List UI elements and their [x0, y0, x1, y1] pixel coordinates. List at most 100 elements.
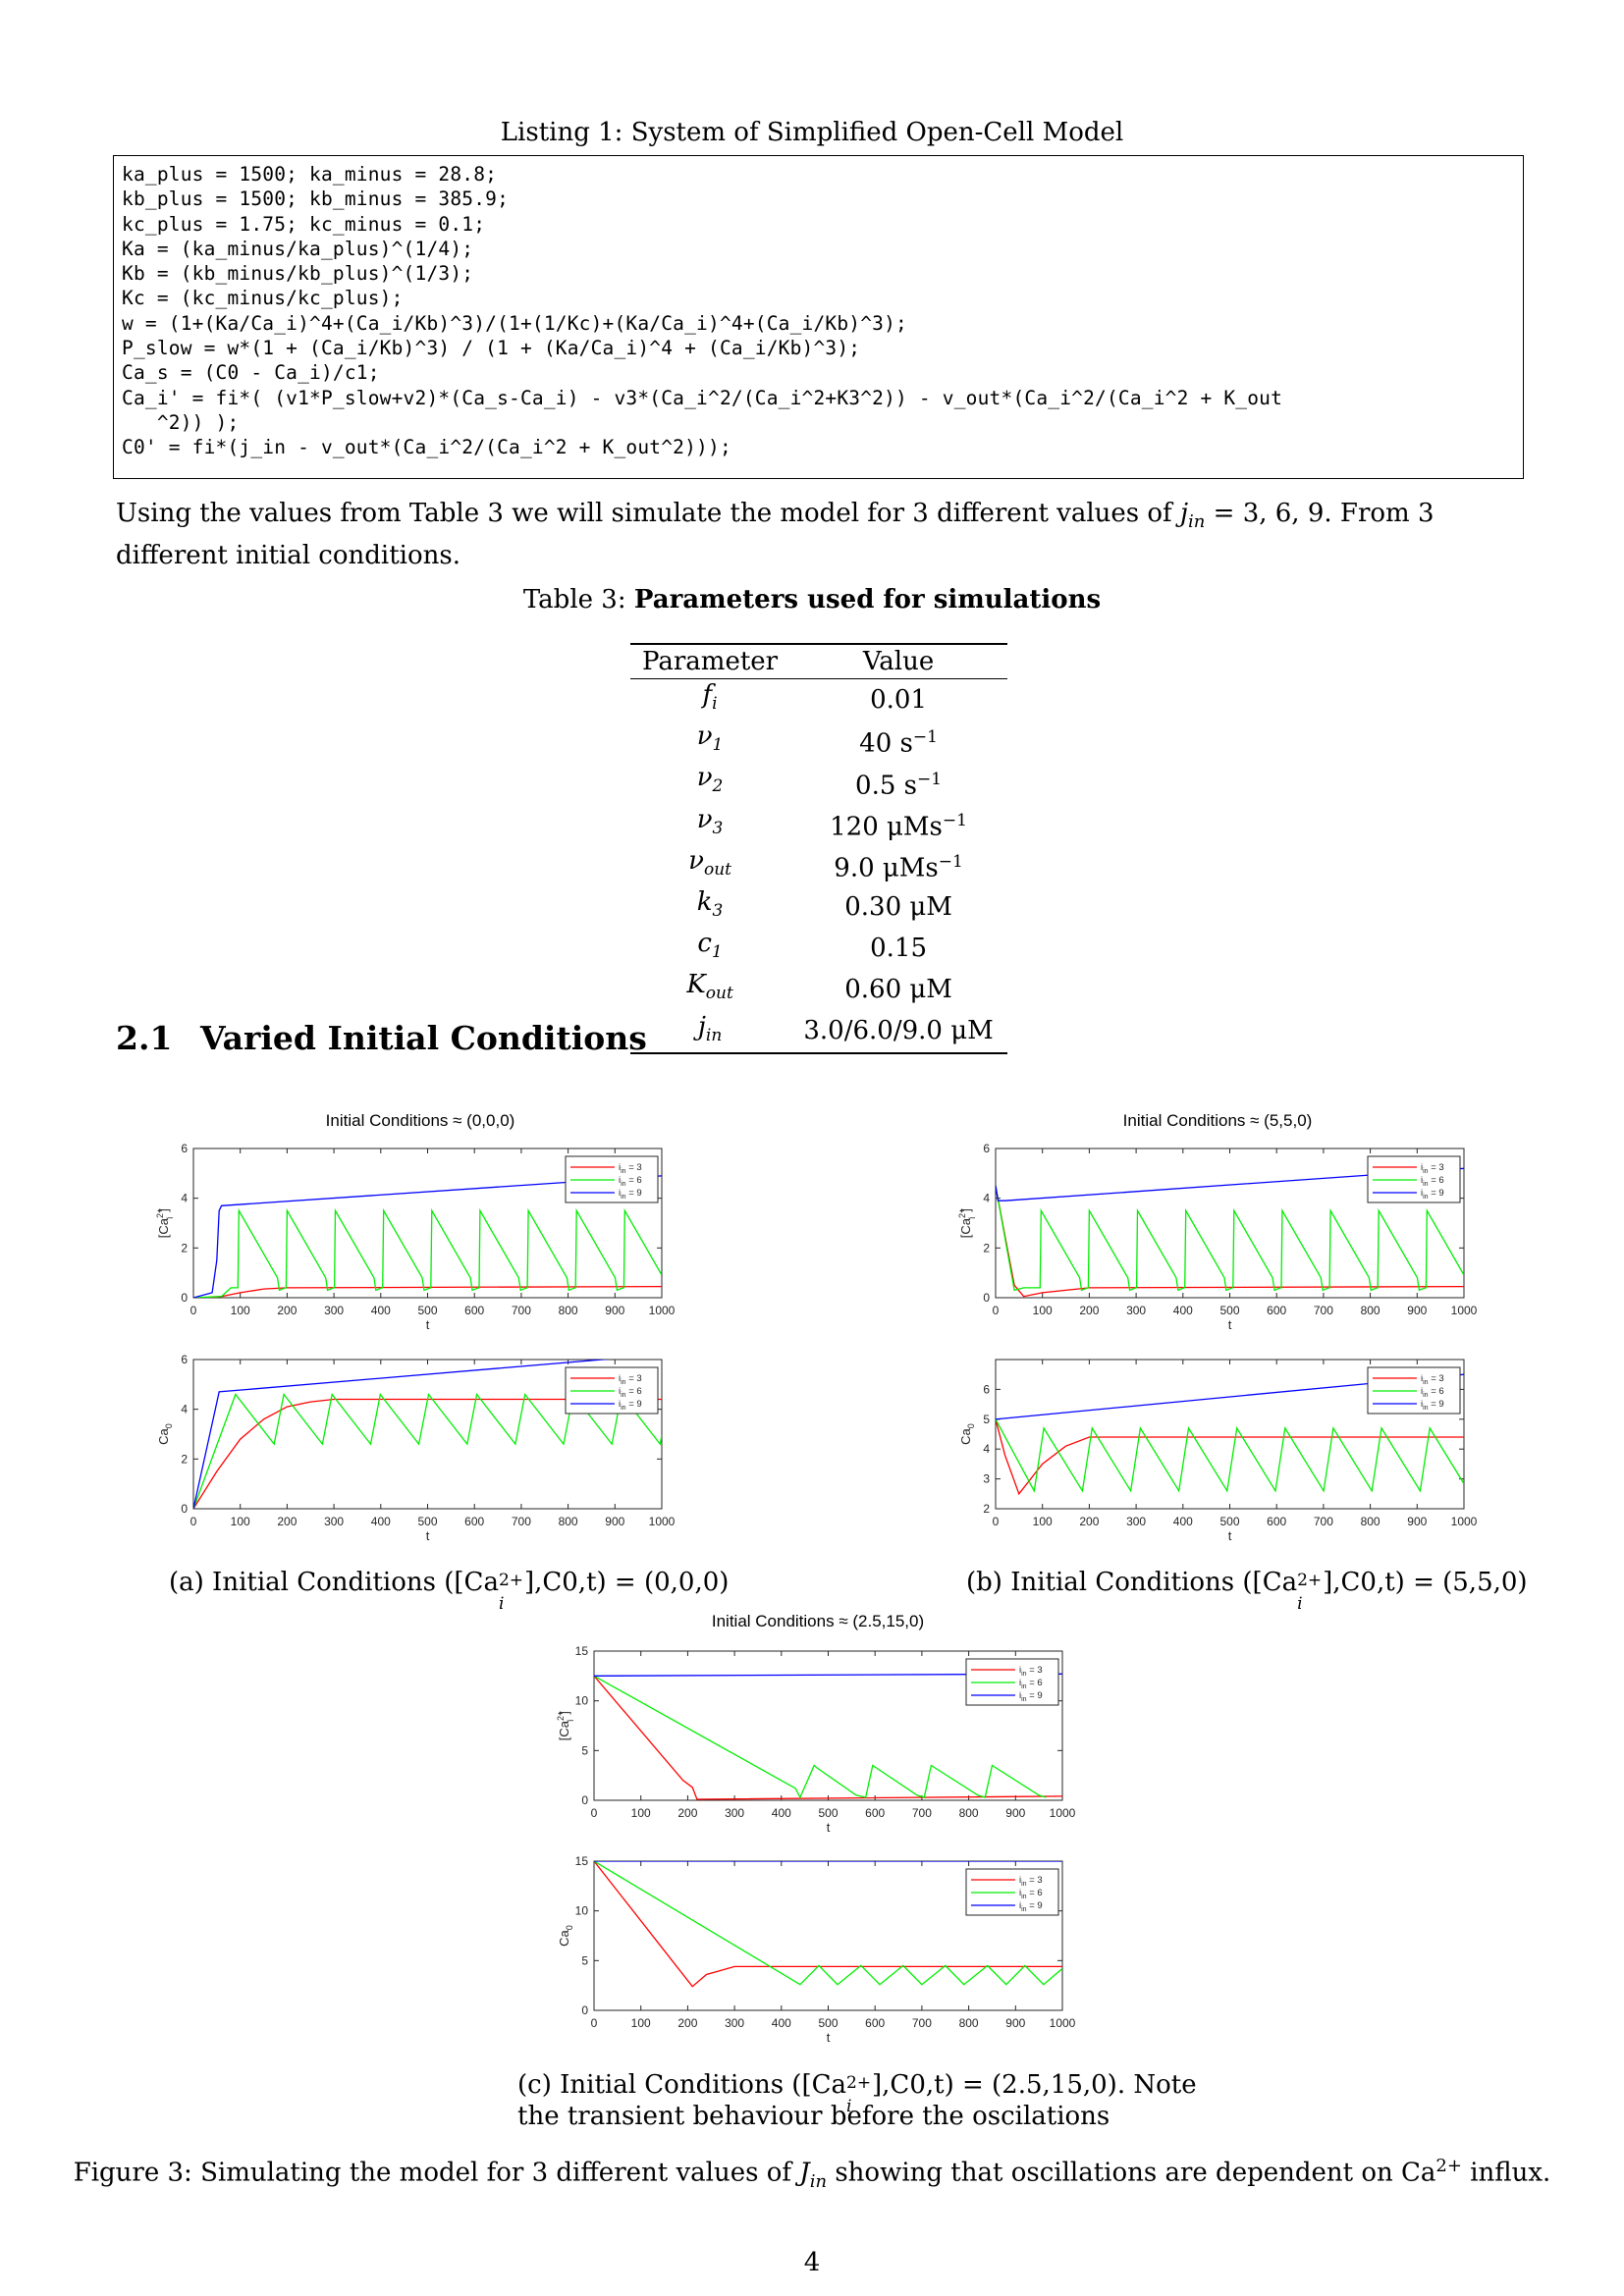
- parameter-symbol: K: [686, 970, 706, 1000]
- subcaption-b-tail: ,C0,t) = (5,5,0): [1332, 1568, 1528, 1597]
- x-tick-label: 900: [605, 1304, 624, 1317]
- legend-box: [965, 1658, 1059, 1706]
- figcap-before: Figure 3: Simulating the model for 3 dif…: [73, 2158, 800, 2188]
- subcaption-b: (b) Initial Conditions ([Ca 2+ i],C0,t) = …: [966, 1568, 1528, 1614]
- x-tick-label: 0: [190, 1304, 197, 1317]
- x-tick-label: 300: [1126, 1304, 1146, 1317]
- series-line-jin-3: [193, 1285, 662, 1298]
- y-axis-label: [Ca2+i]: [957, 1208, 977, 1239]
- x-tick-label: 600: [464, 1515, 484, 1528]
- x-tick-label: 200: [1079, 1304, 1099, 1317]
- parameter-subscript: 3: [712, 818, 724, 838]
- x-tick-label: 200: [677, 2016, 697, 2030]
- x-tick-label: 500: [1219, 1304, 1239, 1317]
- table-row: ν3 120 μMs−1: [630, 804, 1007, 845]
- x-tick-label: 900: [1407, 1304, 1427, 1317]
- plot-frame: [593, 1650, 1063, 1801]
- subcaption-a-tail: ,C0,t) = (0,0,0): [534, 1568, 730, 1597]
- value-superscript: −1: [942, 810, 967, 830]
- legend-entry: iin = 3: [619, 1373, 642, 1386]
- parameter-cell: k3: [630, 886, 789, 928]
- parameter-subscript: in: [705, 1025, 723, 1045]
- figure-caption: Figure 3: Simulating the model for 3 dif…: [0, 2156, 1624, 2192]
- parameter-symbol: ν: [688, 845, 704, 876]
- y-axis-label: Ca0: [156, 1423, 174, 1445]
- x-axis-label: t: [827, 2030, 831, 2045]
- table-header-value: Value: [789, 643, 1007, 679]
- table-row: jin 3.0/6.0/9.0 μM: [630, 1010, 1007, 1054]
- legend-box: [1367, 1155, 1461, 1203]
- x-tick-label: 400: [772, 1806, 791, 1820]
- x-tick-label: 400: [1173, 1515, 1193, 1528]
- y-axis-label: Ca0: [958, 1423, 976, 1445]
- legend-entry: iin = 9: [1421, 1399, 1444, 1412]
- figcap-sup: 2+: [1435, 2156, 1462, 2176]
- y-tick-label: 15: [575, 1854, 589, 1868]
- x-tick-label: 1000: [1451, 1515, 1478, 1528]
- y-tick-label: 2: [181, 1452, 188, 1466]
- figure-panel-title: Initial Conditions ≈ (2.5,15,0): [711, 1612, 925, 1630]
- x-tick-label: 600: [1267, 1515, 1286, 1528]
- parameters-table: Parameter Value fi 0.01 ν1 40 s−1 ν2 0.5 s−1 ν…: [630, 643, 1007, 1054]
- x-tick-label: 400: [371, 1304, 391, 1317]
- parameter-symbol: j: [697, 1011, 706, 1041]
- parameter-subscript: out: [705, 984, 733, 1004]
- parameter-cell: ν2: [630, 762, 789, 803]
- series-line-jin-3: [996, 1185, 1464, 1298]
- y-tick-label: 6: [181, 1142, 188, 1155]
- x-tick-label: 800: [959, 2016, 979, 2030]
- x-tick-label: 200: [1079, 1515, 1099, 1528]
- y-tick-label: 2: [983, 1502, 990, 1516]
- figure-panel-title: Initial Conditions ≈ (0,0,0): [325, 1111, 515, 1130]
- y-tick-label: 0: [181, 1502, 188, 1516]
- value-cell: 0.01: [789, 679, 1007, 721]
- parameter-subscript: out: [703, 859, 731, 880]
- x-tick-label: 100: [631, 1806, 651, 1820]
- subcaption-c: (c) Initial Conditions ([Ca 2+ i],C0,t) = …: [517, 2070, 1197, 2131]
- legend-box: [1367, 1366, 1461, 1415]
- parameter-subscript: i: [712, 694, 718, 715]
- legend-box: [965, 1868, 1059, 1916]
- figcap-after: influx.: [1461, 2158, 1551, 2188]
- para-var-sub: in: [1188, 511, 1206, 533]
- code-line: ka_plus = 1500; ka_minus = 28.8;: [122, 163, 498, 186]
- series-line-jin-9: [193, 1360, 611, 1509]
- value-cell: 9.0 μMs−1: [789, 845, 1007, 886]
- legend-entry: iin = 6: [1019, 1678, 1043, 1690]
- x-tick-label: 1000: [1050, 2016, 1076, 2030]
- code-line: w = (1+(Ka/Ca_i)^4+(Ca_i/Kb)^3)/(1+(1/Kc…: [122, 311, 907, 335]
- legend-entry: iin = 9: [619, 1399, 642, 1412]
- x-tick-label: 0: [993, 1515, 1000, 1528]
- subcaption-a: (a) Initial Conditions ([Ca 2+ i],C0,t) = …: [169, 1568, 730, 1614]
- legend-entry: iin = 3: [1421, 1373, 1444, 1386]
- parameter-symbol: f: [702, 680, 713, 710]
- x-tick-label: 100: [1033, 1515, 1053, 1528]
- value-cell: 0.30 μM: [789, 886, 1007, 928]
- table-caption: Table 3: Parameters used for simulations: [0, 585, 1624, 614]
- y-tick-label: 4: [181, 1192, 188, 1205]
- legend-entry: iin = 6: [1019, 1888, 1043, 1900]
- para-var: j: [1179, 499, 1189, 528]
- x-tick-label: 400: [1173, 1304, 1193, 1317]
- legend-entry: iin = 9: [1421, 1188, 1444, 1201]
- x-tick-label: 700: [1314, 1515, 1333, 1528]
- legend-box: [565, 1366, 659, 1415]
- legend-entry: iin = 9: [1019, 1900, 1043, 1913]
- x-tick-label: 300: [725, 1806, 744, 1820]
- series-line-jin-3: [594, 1861, 1062, 1988]
- value-text: 0.30 μM: [844, 891, 952, 922]
- code-line: kc_plus = 1.75; kc_minus = 0.1;: [122, 212, 486, 236]
- series-line-jin-6: [193, 1392, 662, 1509]
- series-line-jin-6: [594, 1675, 1047, 1799]
- subcaption-b-label: (b) Initial Conditions (: [966, 1568, 1253, 1597]
- x-tick-label: 1000: [649, 1515, 676, 1528]
- x-tick-label: 800: [1361, 1304, 1380, 1317]
- value-cell: 0.15: [789, 928, 1007, 969]
- x-tick-label: 700: [1314, 1304, 1333, 1317]
- x-tick-label: 900: [605, 1515, 624, 1528]
- code-line: Ca_s = (C0 - Ca_i)/c1;: [122, 361, 380, 385]
- table-row: ν1 40 s−1: [630, 721, 1007, 762]
- value-text: 0.5 s: [855, 771, 918, 801]
- x-tick-label: 600: [464, 1304, 484, 1317]
- value-cell: 40 s−1: [789, 721, 1007, 762]
